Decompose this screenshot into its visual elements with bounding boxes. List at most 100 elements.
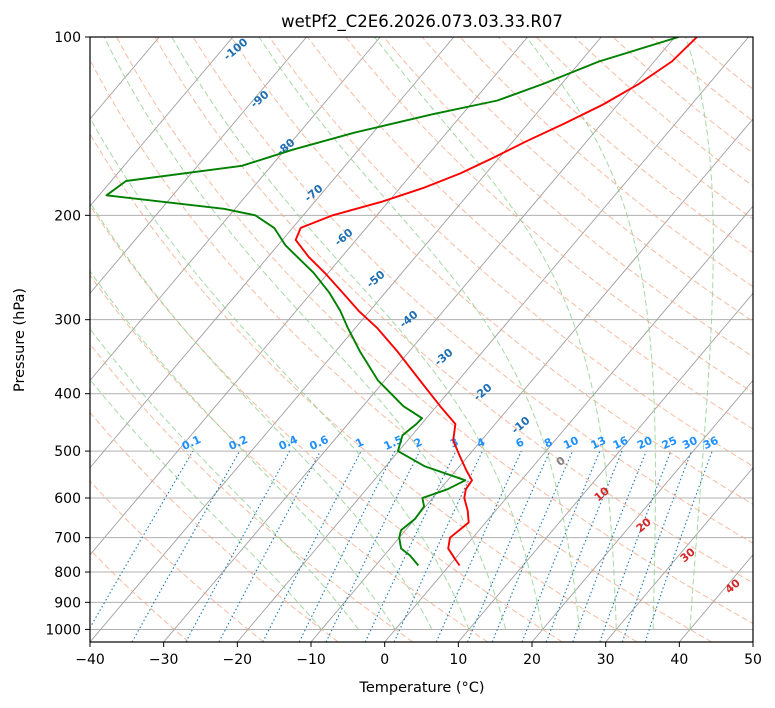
isotherm-line: [0, 37, 12, 642]
isotherm-line: [457, 292, 753, 642]
moist-adiabat-line: [171, 37, 544, 630]
mixing-ratio-label: 0.1: [180, 433, 203, 453]
isotherm-line: [531, 379, 753, 642]
mixing-ratio-line: [298, 450, 396, 642]
dry-adiabat-line: [574, 37, 753, 187]
y-tick-label: 600: [54, 491, 81, 507]
x-tick-label: 40: [670, 652, 688, 668]
temperature-profile: [294, 37, 698, 567]
mixing-ratio-line: [491, 450, 574, 642]
mixing-ratio-label: 0.2: [227, 433, 250, 453]
dry-adiabat-line: [536, 37, 753, 220]
mixing-ratio-line: [364, 450, 457, 642]
isobar-gridlines: [90, 37, 753, 630]
isotherm-line: [236, 37, 749, 642]
plot-area: 0.1 0.2 0.4 0.6 1 1.5 2 3 4 6 8 10 13 16 20 25 30 36-100-…: [0, 37, 753, 642]
mixing-ratio-line: [218, 450, 321, 642]
isotherm-line: [384, 205, 753, 642]
y-axis-ticks: 100 200 300 400 500 600 700 800 900 1000: [45, 30, 90, 638]
moist-adiabat-label: -20: [471, 381, 495, 404]
y-tick-label: 400: [54, 387, 81, 403]
mixing-ratio-label: 13: [589, 434, 608, 452]
moist-adiabat-label: -30: [432, 346, 456, 369]
mixing-ratio-line: [90, 450, 194, 629]
y-tick-label: 100: [54, 30, 81, 46]
dry-adiabat-line: [497, 37, 753, 254]
mixing-ratio-line: [599, 450, 672, 642]
isotherm-line: [90, 37, 307, 294]
x-tick-label: −20: [223, 652, 253, 668]
dry-adiabat-line: [90, 274, 488, 642]
mixing-ratio-label: 1: [353, 435, 365, 450]
dry-adiabat-line: [90, 549, 190, 642]
moist-adiabat-line: [685, 37, 714, 630]
dry-adiabat-line: [90, 132, 638, 642]
mixing-ratio-label: 2: [412, 435, 424, 450]
y-tick-label: 700: [54, 531, 81, 547]
y-tick-label: 300: [54, 313, 81, 329]
isotherm-line: [310, 118, 753, 642]
mixing-ratio-line: [325, 450, 421, 642]
isotherm-line: [90, 37, 602, 642]
dry-adiabat-line: [421, 37, 753, 323]
y-axis-label: Pressure (hPa): [12, 288, 28, 392]
moist-adiabat-label: -60: [332, 226, 356, 249]
moist-adiabat-line: [90, 270, 396, 630]
isotherm-gridlines: [0, 37, 753, 642]
x-tick-label: 30: [597, 652, 615, 668]
dry-adiabat-line: [307, 37, 753, 430]
x-tick-label: 10: [449, 652, 467, 668]
plot-frame: [89, 36, 754, 643]
moist-adiabats: [90, 37, 714, 630]
moist-adiabat-label: 0: [554, 454, 568, 469]
x-tick-label: 50: [744, 652, 762, 668]
mixing-ratio-label: 6: [514, 435, 527, 450]
dry-adiabat-line: [268, 37, 753, 467]
moist-adiabat-line: [90, 328, 359, 630]
dry-adiabat-line: [192, 37, 753, 544]
moist-adiabat-line: [258, 37, 580, 630]
y-tick-label: 900: [54, 595, 81, 611]
dry-adiabat-line: [90, 480, 264, 642]
mixing-ratio-label: 0.6: [307, 433, 330, 453]
moist-adiabat-line: [525, 37, 656, 630]
dry-adiabat-line: [650, 37, 753, 122]
y-tick-label: 800: [54, 565, 81, 581]
moist-adiabat-label: -40: [397, 308, 421, 331]
dry-adiabat-line: [116, 37, 753, 625]
mixing-ratio-line: [572, 450, 647, 642]
mixing-ratio-line: [185, 450, 291, 642]
dry-adiabat-label: 40: [723, 576, 743, 596]
dry-adiabats: [90, 37, 753, 642]
mixing-ratio-line: [131, 450, 241, 642]
x-tick-label: −30: [149, 652, 179, 668]
mixing-ratio-line: [521, 450, 601, 642]
dry-adiabat-line: [230, 37, 753, 505]
y-tick-label: 500: [54, 444, 81, 460]
x-tick-label: −10: [296, 652, 326, 668]
x-tick-label: 20: [523, 652, 541, 668]
sounding-profiles: [105, 37, 698, 567]
mixing-ratio-label: 36: [701, 434, 721, 452]
mixing-ratio-line: [545, 450, 623, 642]
isotherm-line: [90, 37, 234, 207]
mixing-ratio-line: [393, 450, 483, 642]
moist-adiabat-label: -90: [248, 88, 272, 111]
mixing-ratio-label: 30: [680, 434, 700, 452]
mixing-ratio-label: 0.4: [277, 433, 300, 453]
x-tick-label: −40: [75, 652, 105, 668]
dry-adiabat-line: [90, 58, 712, 642]
moist-adiabat-line: [103, 37, 507, 630]
mixing-ratio-label: 16: [611, 434, 631, 452]
x-axis-label: Temperature (°C): [358, 680, 484, 696]
reference-line-labels: 0.1 0.2 0.4 0.6 1 1.5 2 3 4 6 8 10 13 16 20 25 30 36-100-…: [180, 37, 743, 596]
y-tick-label: 1000: [45, 622, 81, 638]
mixing-ratio-line: [621, 450, 692, 642]
dewpoint-profile: [105, 37, 679, 567]
moist-adiabat-label: -10: [509, 414, 533, 437]
isotherm-line: [163, 37, 676, 642]
mixing-ratio-label: 10: [561, 434, 581, 452]
isotherm-line: [90, 37, 528, 556]
dry-adiabat-line: [688, 37, 753, 90]
